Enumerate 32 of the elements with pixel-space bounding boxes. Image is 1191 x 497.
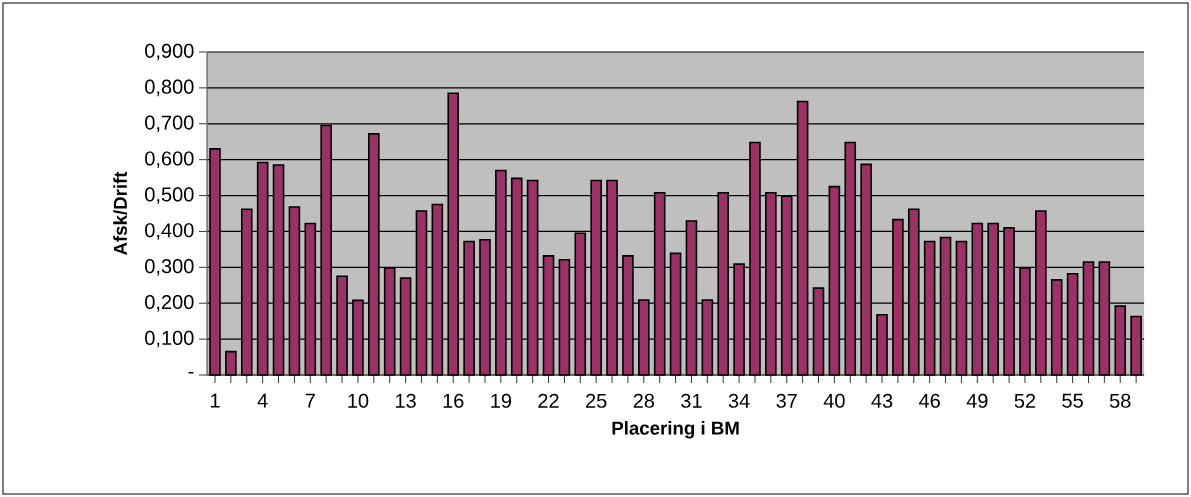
x-tick-label: 10 <box>348 393 369 408</box>
y-tick-label: 0,900 <box>145 43 194 61</box>
y-tick-label: 0,800 <box>145 79 194 97</box>
y-tick-label: - <box>188 371 194 374</box>
x-tick-label: 37 <box>776 393 797 408</box>
y-tick-label: 0,500 <box>145 187 194 204</box>
y-tick-label: 0,100 <box>145 330 194 348</box>
x-tick-label: 46 <box>919 393 940 408</box>
x-tick-label: 16 <box>443 393 464 408</box>
y-tick-label: 0,200 <box>145 294 194 312</box>
x-tick-label: 28 <box>633 393 655 408</box>
y-axis-title: Afsk/Drift <box>113 171 128 256</box>
x-tick-label: 19 <box>491 393 512 408</box>
x-tick-label: 13 <box>395 393 416 408</box>
y-tick-label: 0,400 <box>145 223 194 240</box>
x-tick-label: 52 <box>1014 393 1036 408</box>
x-tick-label: 40 <box>823 393 845 408</box>
x-tick-label: 22 <box>538 393 559 408</box>
x-axis-title: Placering i BM <box>612 421 739 439</box>
x-tick-label: 1 <box>210 393 220 408</box>
x-tick-label: 58 <box>1109 393 1131 408</box>
x-tick-label: 7 <box>305 393 315 408</box>
x-tick-label: 4 <box>257 393 268 408</box>
x-tick-label: 25 <box>586 393 607 408</box>
y-tick-label: 0,700 <box>145 115 194 133</box>
x-tick-label: 34 <box>728 393 750 408</box>
x-tick-label: 49 <box>966 393 988 408</box>
y-tick-label: 0,600 <box>145 151 194 168</box>
x-tick-label: 31 <box>681 393 702 408</box>
x-tick-label: 43 <box>871 393 893 408</box>
x-tick-label: 55 <box>1062 393 1083 408</box>
y-tick-label: 0,300 <box>145 259 194 276</box>
